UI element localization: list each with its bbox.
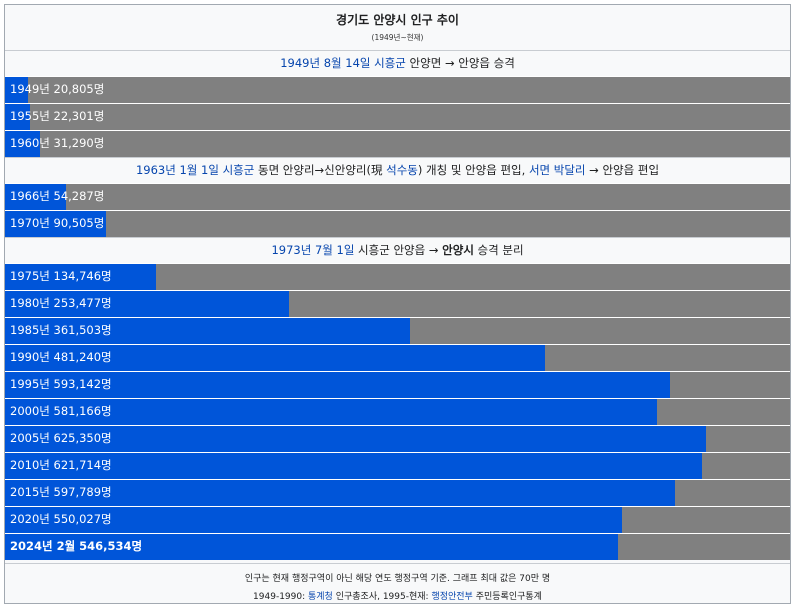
section-link[interactable]: 1963년 1월 1일 [135,163,219,177]
bar-row: 1970년 90,505명 [5,210,790,237]
section-link[interactable]: 서면 박달리 [528,163,586,177]
population-bar [5,264,156,290]
bar-row: 2024년 2월 546,534명 [5,533,790,560]
footer-note: 인구는 현재 행정구역이 아닌 해당 연도 행정구역 기준. 그래프 최대 값은… [244,574,551,584]
section-link[interactable]: 통계청 [308,592,333,602]
population-bar [5,77,28,103]
bar-label: 2005년 625,350명 [10,431,112,445]
section-header-3: 1973년 7월 1일 시흥군 안양읍 → 안양시 승격 분리 [5,237,790,262]
chart-title: 경기도 안양시 인구 추이 [336,13,459,27]
population-bar [5,480,675,506]
chart-header: 경기도 안양시 인구 추이 (1949년~현재) [5,5,790,50]
bar-label: 1949년 20,805명 [10,82,105,96]
bar-row: 1949년 20,805명 [5,76,790,103]
bar-label: 1970년 90,505명 [10,216,105,230]
bar-row: 2015년 597,789명 [5,479,790,506]
bar-row: 2010년 621,714명 [5,452,790,479]
population-bar [5,507,622,533]
bar-label: 2010년 621,714명 [10,458,112,472]
bar-row: 2020년 550,027명 [5,506,790,533]
bar-row: 1980년 253,477명 [5,290,790,317]
bar-row: 1990년 481,240명 [5,344,790,371]
bar-row: 2000년 581,166명 [5,398,790,425]
bar-label: 2000년 581,166명 [10,404,112,418]
chart-footer: 인구는 현재 행정구역이 아닌 해당 연도 행정구역 기준. 그래프 최대 값은… [5,563,790,604]
footer-sources: 1949-1990: 통계청 인구총조사, 1995-현재: 행정안전부 주민등… [5,589,790,602]
section-text: → 안양읍 편입 [585,163,660,177]
section-link[interactable]: 1973년 7월 1일 [271,243,355,257]
bar-row: 1966년 54,287명 [5,183,790,210]
bar-label: 1995년 593,142명 [10,377,112,391]
section-text: ) 개칭 및 안양읍 편입, [417,163,529,177]
section-header-2: 1963년 1월 1일 시흥군 동면 안양리→신안양리(現 석수동) 개칭 및 … [5,157,790,182]
bar-row: 2005년 625,350명 [5,425,790,452]
bar-row: 1985년 361,503명 [5,317,790,344]
population-bar [5,291,289,317]
section-text: 인구총조사, 1995-현재: [332,592,432,602]
bar-label: 1955년 22,301명 [10,109,105,123]
population-bar [5,131,40,157]
chart-subtitle: (1949년~현재) [371,33,424,42]
population-bar [5,453,702,479]
population-bar [5,426,706,452]
bar-label: 2015년 597,789명 [10,485,112,499]
population-bar [5,372,670,398]
bar-label: 1980년 253,477명 [10,296,112,310]
bar-label: 1985년 361,503명 [10,323,112,337]
bar-label: 2020년 550,027명 [10,512,112,526]
section-text: 동면 안양리→신안양리(現 [254,163,387,177]
population-bar [5,184,66,210]
section-text: 승격 분리 [473,243,524,257]
population-bar [5,318,410,344]
section-text: 1949-1990: [253,592,308,602]
population-bar [5,345,545,371]
bar-label: 2024년 2월 546,534명 [10,539,143,553]
bar-label: 1960년 31,290명 [10,136,105,150]
section-link[interactable]: 시흥군 [222,163,255,177]
section-header-1: 1949년 8월 14일 시흥군 안양면 → 안양읍 승격 [5,50,790,75]
section-text: 시흥군 안양읍 → [354,243,443,257]
section-text: 안양시 [442,243,474,257]
bar-row: 1955년 22,301명 [5,103,790,130]
population-bar [5,104,30,130]
section-link[interactable]: 행정안전부 [431,592,473,602]
bar-label: 1966년 54,287명 [10,189,105,203]
population-bar [5,534,618,560]
section-text: 안양면 → 안양읍 승격 [405,56,515,70]
bar-row: 1975년 134,746명 [5,263,790,290]
bar-label: 1975년 134,746명 [10,269,112,283]
section-link[interactable]: 시흥군 [374,56,406,70]
bar-label: 1990년 481,240명 [10,350,112,364]
section-link[interactable]: 1949년 8월 14일 [280,56,371,70]
population-chart-table: 경기도 안양시 인구 추이 (1949년~현재) 1949년 8월 14일 시흥… [4,4,791,604]
section-text: 주민등록인구통계 [472,592,542,602]
population-bar [5,399,657,425]
bar-row: 1960년 31,290명 [5,130,790,157]
bar-row: 1995년 593,142명 [5,371,790,398]
population-bar [5,211,106,237]
section-link[interactable]: 석수동 [386,163,418,177]
